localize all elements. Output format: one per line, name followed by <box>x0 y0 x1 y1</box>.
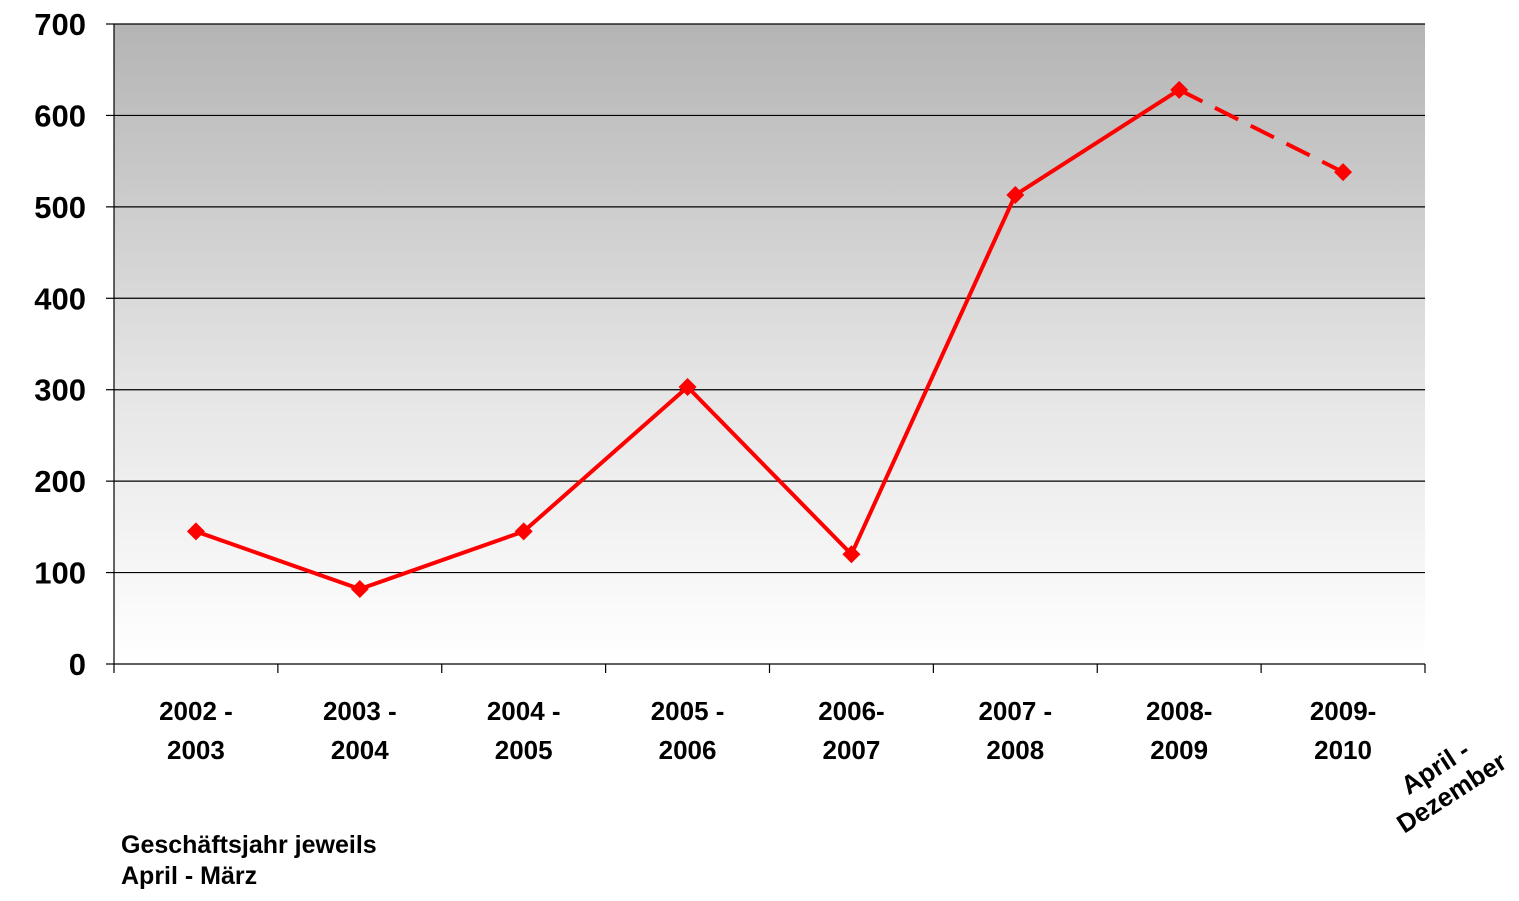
data-point <box>842 545 861 564</box>
data-point <box>678 377 697 396</box>
fiscal-year-note-line1: Geschäftsjahr jeweils <box>121 831 377 859</box>
x-tick-label-line: 2007 <box>823 735 881 765</box>
x-tick-label-line: 2005 - <box>651 696 725 726</box>
y-tick-label: 200 <box>34 464 86 499</box>
y-tick-label: 100 <box>34 556 86 591</box>
x-tick-label-line: 2008- <box>1146 696 1213 726</box>
partial-period-label: April -Dezember <box>1375 721 1512 839</box>
y-tick-label: 300 <box>34 373 86 408</box>
y-tick-label: 700 <box>34 7 86 42</box>
x-tick-label-line: 2004 <box>331 735 389 765</box>
x-tick-label-line: 2010 <box>1314 735 1372 765</box>
x-tick-label-line: 2008 <box>986 735 1044 765</box>
x-tick-label: 2002 - 2003 <box>159 696 233 765</box>
partial-period-annotation: April -Dezember <box>1375 721 1512 839</box>
x-tick-label-line: 2007 - <box>978 696 1052 726</box>
x-tick-label: 2008- 2009 <box>1146 696 1213 765</box>
x-tick-label: 2004 - 2005 <box>487 696 561 765</box>
series-markers <box>186 80 1353 599</box>
data-point <box>350 580 369 599</box>
y-tick-labels: 0 100 200 300 400 500 600 700 <box>34 7 86 682</box>
fiscal-year-note-line2: April - März <box>121 862 258 890</box>
y-tick-label: 400 <box>34 281 86 316</box>
data-point <box>1334 163 1353 182</box>
y-tick-label: 600 <box>34 98 86 133</box>
x-tick-label: 2003 - 2004 <box>323 696 397 765</box>
data-point <box>1170 80 1189 99</box>
x-tick-label-line: 2003 - <box>323 696 397 726</box>
x-tick-label: 2006- 2007 <box>818 696 885 765</box>
x-tick-label-line: 2005 <box>495 735 553 765</box>
x-tick-label-line: 2006- <box>818 696 885 726</box>
data-point <box>186 522 205 541</box>
x-tick-label: 2007 - 2008 <box>978 696 1052 765</box>
x-tick-label-line: 2002 - <box>159 696 233 726</box>
data-point <box>1006 185 1025 204</box>
y-tick-label: 500 <box>34 190 86 225</box>
fiscal-year-note: Geschäftsjahr jeweils April - März <box>121 830 377 892</box>
data-point <box>514 522 533 541</box>
plot-area <box>114 24 1425 664</box>
x-tick-labels: 2002 - 2003 2003 - 2004 2004 - 2005 2005 - 2006… <box>159 696 1376 765</box>
partial-period-text: April -Dezember <box>1375 721 1512 839</box>
axes <box>106 23 1426 673</box>
x-tick-label-line: 2004 - <box>487 696 561 726</box>
x-tick-label-line: 2009- <box>1310 696 1377 726</box>
x-tick-label-line: 2006 <box>659 735 717 765</box>
gridlines <box>114 23 1425 574</box>
x-tick-label: 2009- 2010 <box>1310 696 1377 765</box>
x-tick-label-line: 2003 <box>167 735 225 765</box>
x-tick-label: 2005 - 2006 <box>651 696 725 765</box>
series-line-dashed <box>1178 88 1344 174</box>
y-tick-label: 0 <box>69 647 86 682</box>
x-tick-label-line: 2009 <box>1150 735 1208 765</box>
